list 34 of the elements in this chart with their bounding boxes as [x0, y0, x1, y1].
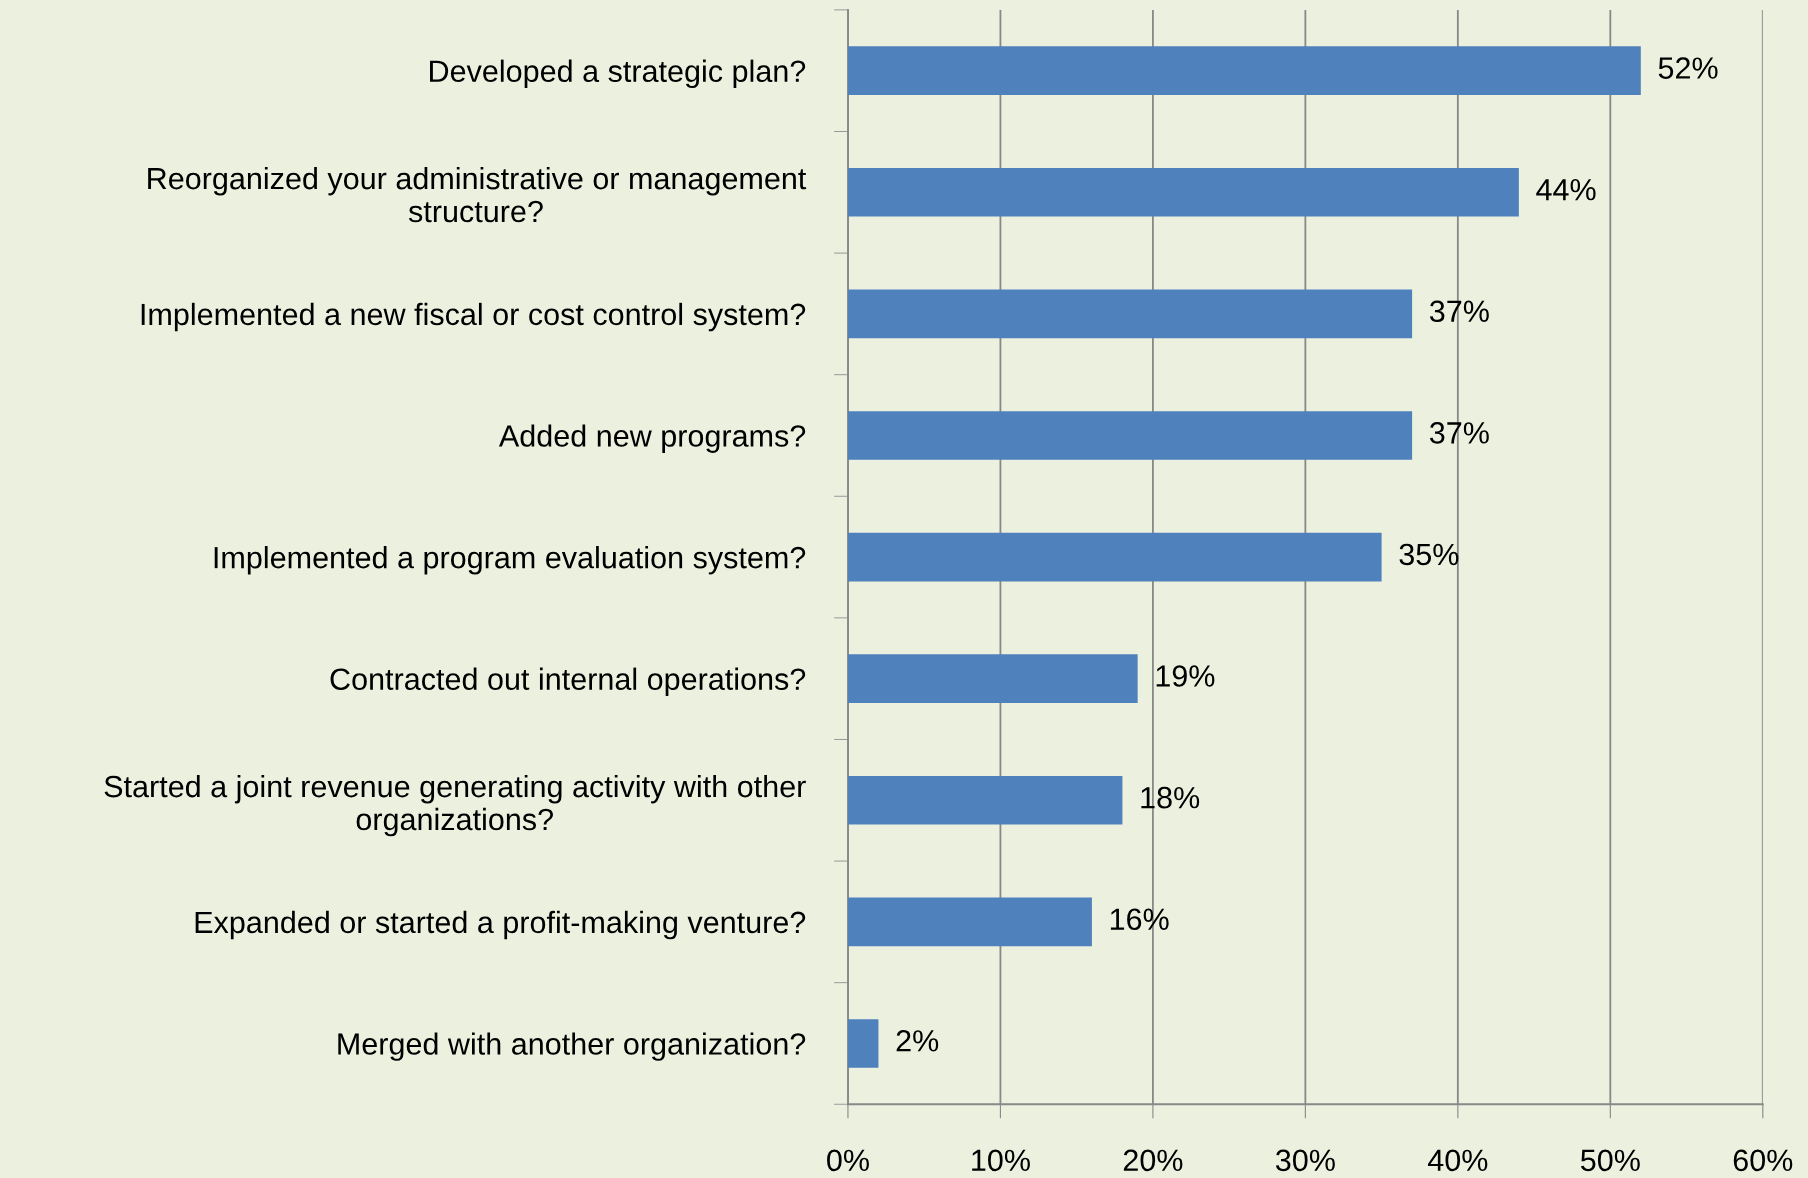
x-tick-label: 40% [1427, 1149, 1488, 1172]
x-tick-label: 20% [1123, 1149, 1183, 1172]
x-tick-label: 10% [972, 1149, 1030, 1172]
x-tick-label: 50% [1580, 1149, 1640, 1172]
bar [847, 167, 1519, 217]
y-tick-label: Implemented a program evaluation system? [214, 546, 806, 575]
y-tick-label: Implemented a new fiscal or cost control system? [141, 302, 806, 332]
bar [847, 775, 1123, 825]
y-tick-label: Merged with another organization? [338, 1032, 806, 1061]
x-tick-label: 0% [827, 1149, 869, 1172]
data-label: 19% [1156, 665, 1215, 687]
data-label: 37% [1429, 422, 1489, 444]
data-label: 2% [896, 1030, 939, 1052]
data-label: 16% [1110, 908, 1169, 931]
data-label: 37% [1429, 300, 1489, 323]
bar [847, 532, 1382, 582]
y-tick-label: Added new programs? [498, 424, 806, 453]
y-tick-label: Developed a strategic plan? [430, 59, 806, 89]
y-tick-label: Expanded or started a profit-making venture? [195, 910, 806, 940]
bar [847, 897, 1092, 947]
bar [847, 1019, 879, 1068]
y-tick-label: Reorganized your administrative or management structure? [148, 166, 807, 223]
data-label: 52% [1658, 57, 1718, 79]
y-tick-label: Started a joint revenue generating activity with other organizations? [104, 774, 806, 837]
data-label: 35% [1399, 543, 1459, 566]
x-tick-label: 30% [1275, 1149, 1335, 1172]
data-label: 18% [1141, 786, 1200, 809]
bar [847, 654, 1138, 703]
bar [847, 46, 1641, 96]
bar [847, 289, 1413, 339]
bar [847, 411, 1413, 460]
data-label: 44% [1536, 178, 1596, 201]
y-tick-label: Contracted out internal operations? [330, 667, 806, 697]
x-tick-label: 60% [1733, 1149, 1793, 1172]
